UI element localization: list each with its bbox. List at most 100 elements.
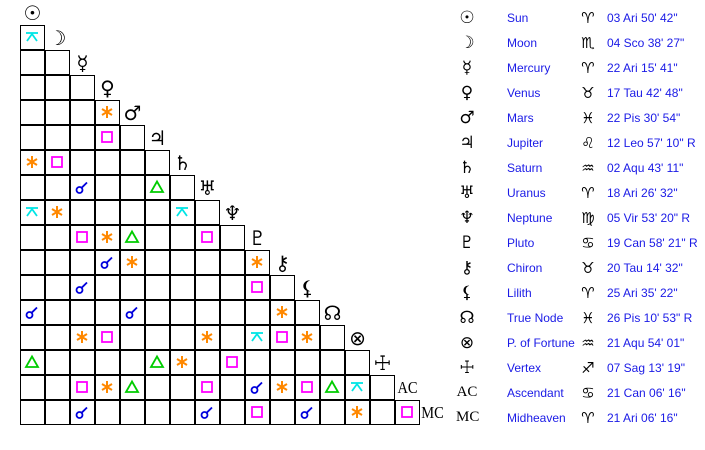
aspect-cell-p-of-fortune-sun[interactable]	[19, 324, 45, 350]
aspect-cell-p-of-fortune-venus[interactable]	[94, 324, 120, 350]
aspect-cell-neptune-sun[interactable]	[19, 199, 45, 225]
aspect-cell-vertex-mercury[interactable]	[69, 349, 95, 375]
aspect-cell-chiron-uranus[interactable]	[194, 249, 220, 275]
aspect-cell-saturn-mars[interactable]	[119, 149, 145, 175]
aspect-cell-uranus-moon[interactable]	[44, 174, 70, 200]
aspect-cell-mercury-sun[interactable]	[19, 49, 45, 75]
aspect-cell-mars-venus[interactable]	[94, 99, 120, 125]
aspect-cell-chiron-venus[interactable]	[94, 249, 120, 275]
aspect-cell-neptune-mercury[interactable]	[69, 199, 95, 225]
aspect-cell-vertex-saturn[interactable]	[169, 349, 195, 375]
aspect-cell-venus-mercury[interactable]	[69, 74, 95, 100]
aspect-cell-mars-sun[interactable]	[19, 99, 45, 125]
aspect-cell-ascendant-p-of-fortune[interactable]	[344, 374, 370, 400]
aspect-cell-lilith-saturn[interactable]	[169, 274, 195, 300]
aspect-cell-lilith-uranus[interactable]	[194, 274, 220, 300]
aspect-cell-midheaven-true-node[interactable]	[319, 399, 345, 425]
aspect-cell-midheaven-p-of-fortune[interactable]	[344, 399, 370, 425]
aspect-cell-pluto-mercury[interactable]	[69, 224, 95, 250]
aspect-cell-true-node-pluto[interactable]	[244, 299, 270, 325]
aspect-cell-true-node-mercury[interactable]	[69, 299, 95, 325]
aspect-cell-jupiter-mars[interactable]	[119, 124, 145, 150]
aspect-cell-p-of-fortune-true-node[interactable]	[319, 324, 345, 350]
aspect-cell-uranus-saturn[interactable]	[169, 174, 195, 200]
aspect-cell-true-node-chiron[interactable]	[269, 299, 295, 325]
aspect-cell-true-node-uranus[interactable]	[194, 299, 220, 325]
aspect-cell-saturn-jupiter[interactable]	[144, 149, 170, 175]
aspect-cell-uranus-jupiter[interactable]	[144, 174, 170, 200]
aspect-cell-midheaven-uranus[interactable]	[194, 399, 220, 425]
aspect-cell-saturn-moon[interactable]	[44, 149, 70, 175]
aspect-cell-midheaven-neptune[interactable]	[219, 399, 245, 425]
aspect-cell-jupiter-venus[interactable]	[94, 124, 120, 150]
aspect-cell-neptune-jupiter[interactable]	[144, 199, 170, 225]
aspect-cell-midheaven-sun[interactable]	[19, 399, 45, 425]
aspect-cell-midheaven-saturn[interactable]	[169, 399, 195, 425]
aspect-cell-lilith-neptune[interactable]	[219, 274, 245, 300]
aspect-cell-jupiter-moon[interactable]	[44, 124, 70, 150]
aspect-cell-pluto-uranus[interactable]	[194, 224, 220, 250]
aspect-cell-p-of-fortune-mercury[interactable]	[69, 324, 95, 350]
aspect-cell-chiron-jupiter[interactable]	[144, 249, 170, 275]
aspect-cell-uranus-venus[interactable]	[94, 174, 120, 200]
aspect-cell-chiron-sun[interactable]	[19, 249, 45, 275]
aspect-cell-saturn-mercury[interactable]	[69, 149, 95, 175]
aspect-cell-true-node-lilith[interactable]	[294, 299, 320, 325]
aspect-cell-mercury-moon[interactable]	[44, 49, 70, 75]
aspect-cell-uranus-mercury[interactable]	[69, 174, 95, 200]
aspect-cell-pluto-moon[interactable]	[44, 224, 70, 250]
aspect-cell-chiron-neptune[interactable]	[219, 249, 245, 275]
aspect-cell-pluto-mars[interactable]	[119, 224, 145, 250]
aspect-cell-pluto-jupiter[interactable]	[144, 224, 170, 250]
aspect-cell-ascendant-venus[interactable]	[94, 374, 120, 400]
aspect-cell-neptune-moon[interactable]	[44, 199, 70, 225]
aspect-cell-lilith-jupiter[interactable]	[144, 274, 170, 300]
aspect-cell-lilith-sun[interactable]	[19, 274, 45, 300]
aspect-cell-p-of-fortune-saturn[interactable]	[169, 324, 195, 350]
aspect-cell-vertex-pluto[interactable]	[244, 349, 270, 375]
aspect-cell-jupiter-mercury[interactable]	[69, 124, 95, 150]
aspect-cell-true-node-saturn[interactable]	[169, 299, 195, 325]
aspect-cell-true-node-mars[interactable]	[119, 299, 145, 325]
aspect-cell-ascendant-neptune[interactable]	[219, 374, 245, 400]
aspect-cell-vertex-lilith[interactable]	[294, 349, 320, 375]
aspect-cell-pluto-venus[interactable]	[94, 224, 120, 250]
aspect-cell-chiron-mars[interactable]	[119, 249, 145, 275]
aspect-cell-lilith-venus[interactable]	[94, 274, 120, 300]
aspect-cell-ascendant-jupiter[interactable]	[144, 374, 170, 400]
aspect-cell-p-of-fortune-uranus[interactable]	[194, 324, 220, 350]
aspect-cell-ascendant-pluto[interactable]	[244, 374, 270, 400]
aspect-cell-p-of-fortune-pluto[interactable]	[244, 324, 270, 350]
aspect-cell-neptune-mars[interactable]	[119, 199, 145, 225]
aspect-cell-ascendant-lilith[interactable]	[294, 374, 320, 400]
aspect-cell-pluto-saturn[interactable]	[169, 224, 195, 250]
aspect-cell-mars-mercury[interactable]	[69, 99, 95, 125]
aspect-cell-chiron-pluto[interactable]	[244, 249, 270, 275]
aspect-cell-chiron-saturn[interactable]	[169, 249, 195, 275]
aspect-cell-saturn-sun[interactable]	[19, 149, 45, 175]
aspect-cell-p-of-fortune-jupiter[interactable]	[144, 324, 170, 350]
aspect-cell-p-of-fortune-neptune[interactable]	[219, 324, 245, 350]
aspect-cell-p-of-fortune-chiron[interactable]	[269, 324, 295, 350]
aspect-cell-ascendant-moon[interactable]	[44, 374, 70, 400]
aspect-cell-pluto-neptune[interactable]	[219, 224, 245, 250]
aspect-cell-p-of-fortune-mars[interactable]	[119, 324, 145, 350]
aspect-cell-p-of-fortune-lilith[interactable]	[294, 324, 320, 350]
aspect-cell-pluto-sun[interactable]	[19, 224, 45, 250]
aspect-cell-ascendant-sun[interactable]	[19, 374, 45, 400]
aspect-cell-moon-sun[interactable]	[19, 24, 45, 50]
aspect-cell-jupiter-sun[interactable]	[19, 124, 45, 150]
aspect-cell-true-node-neptune[interactable]	[219, 299, 245, 325]
aspect-cell-venus-sun[interactable]	[19, 74, 45, 100]
aspect-cell-lilith-pluto[interactable]	[244, 274, 270, 300]
aspect-cell-midheaven-lilith[interactable]	[294, 399, 320, 425]
aspect-cell-lilith-mercury[interactable]	[69, 274, 95, 300]
aspect-cell-p-of-fortune-moon[interactable]	[44, 324, 70, 350]
aspect-cell-uranus-sun[interactable]	[19, 174, 45, 200]
aspect-cell-midheaven-mercury[interactable]	[69, 399, 95, 425]
aspect-cell-ascendant-mars[interactable]	[119, 374, 145, 400]
aspect-cell-vertex-moon[interactable]	[44, 349, 70, 375]
aspect-cell-vertex-p-of-fortune[interactable]	[344, 349, 370, 375]
aspect-cell-lilith-chiron[interactable]	[269, 274, 295, 300]
aspect-cell-uranus-mars[interactable]	[119, 174, 145, 200]
